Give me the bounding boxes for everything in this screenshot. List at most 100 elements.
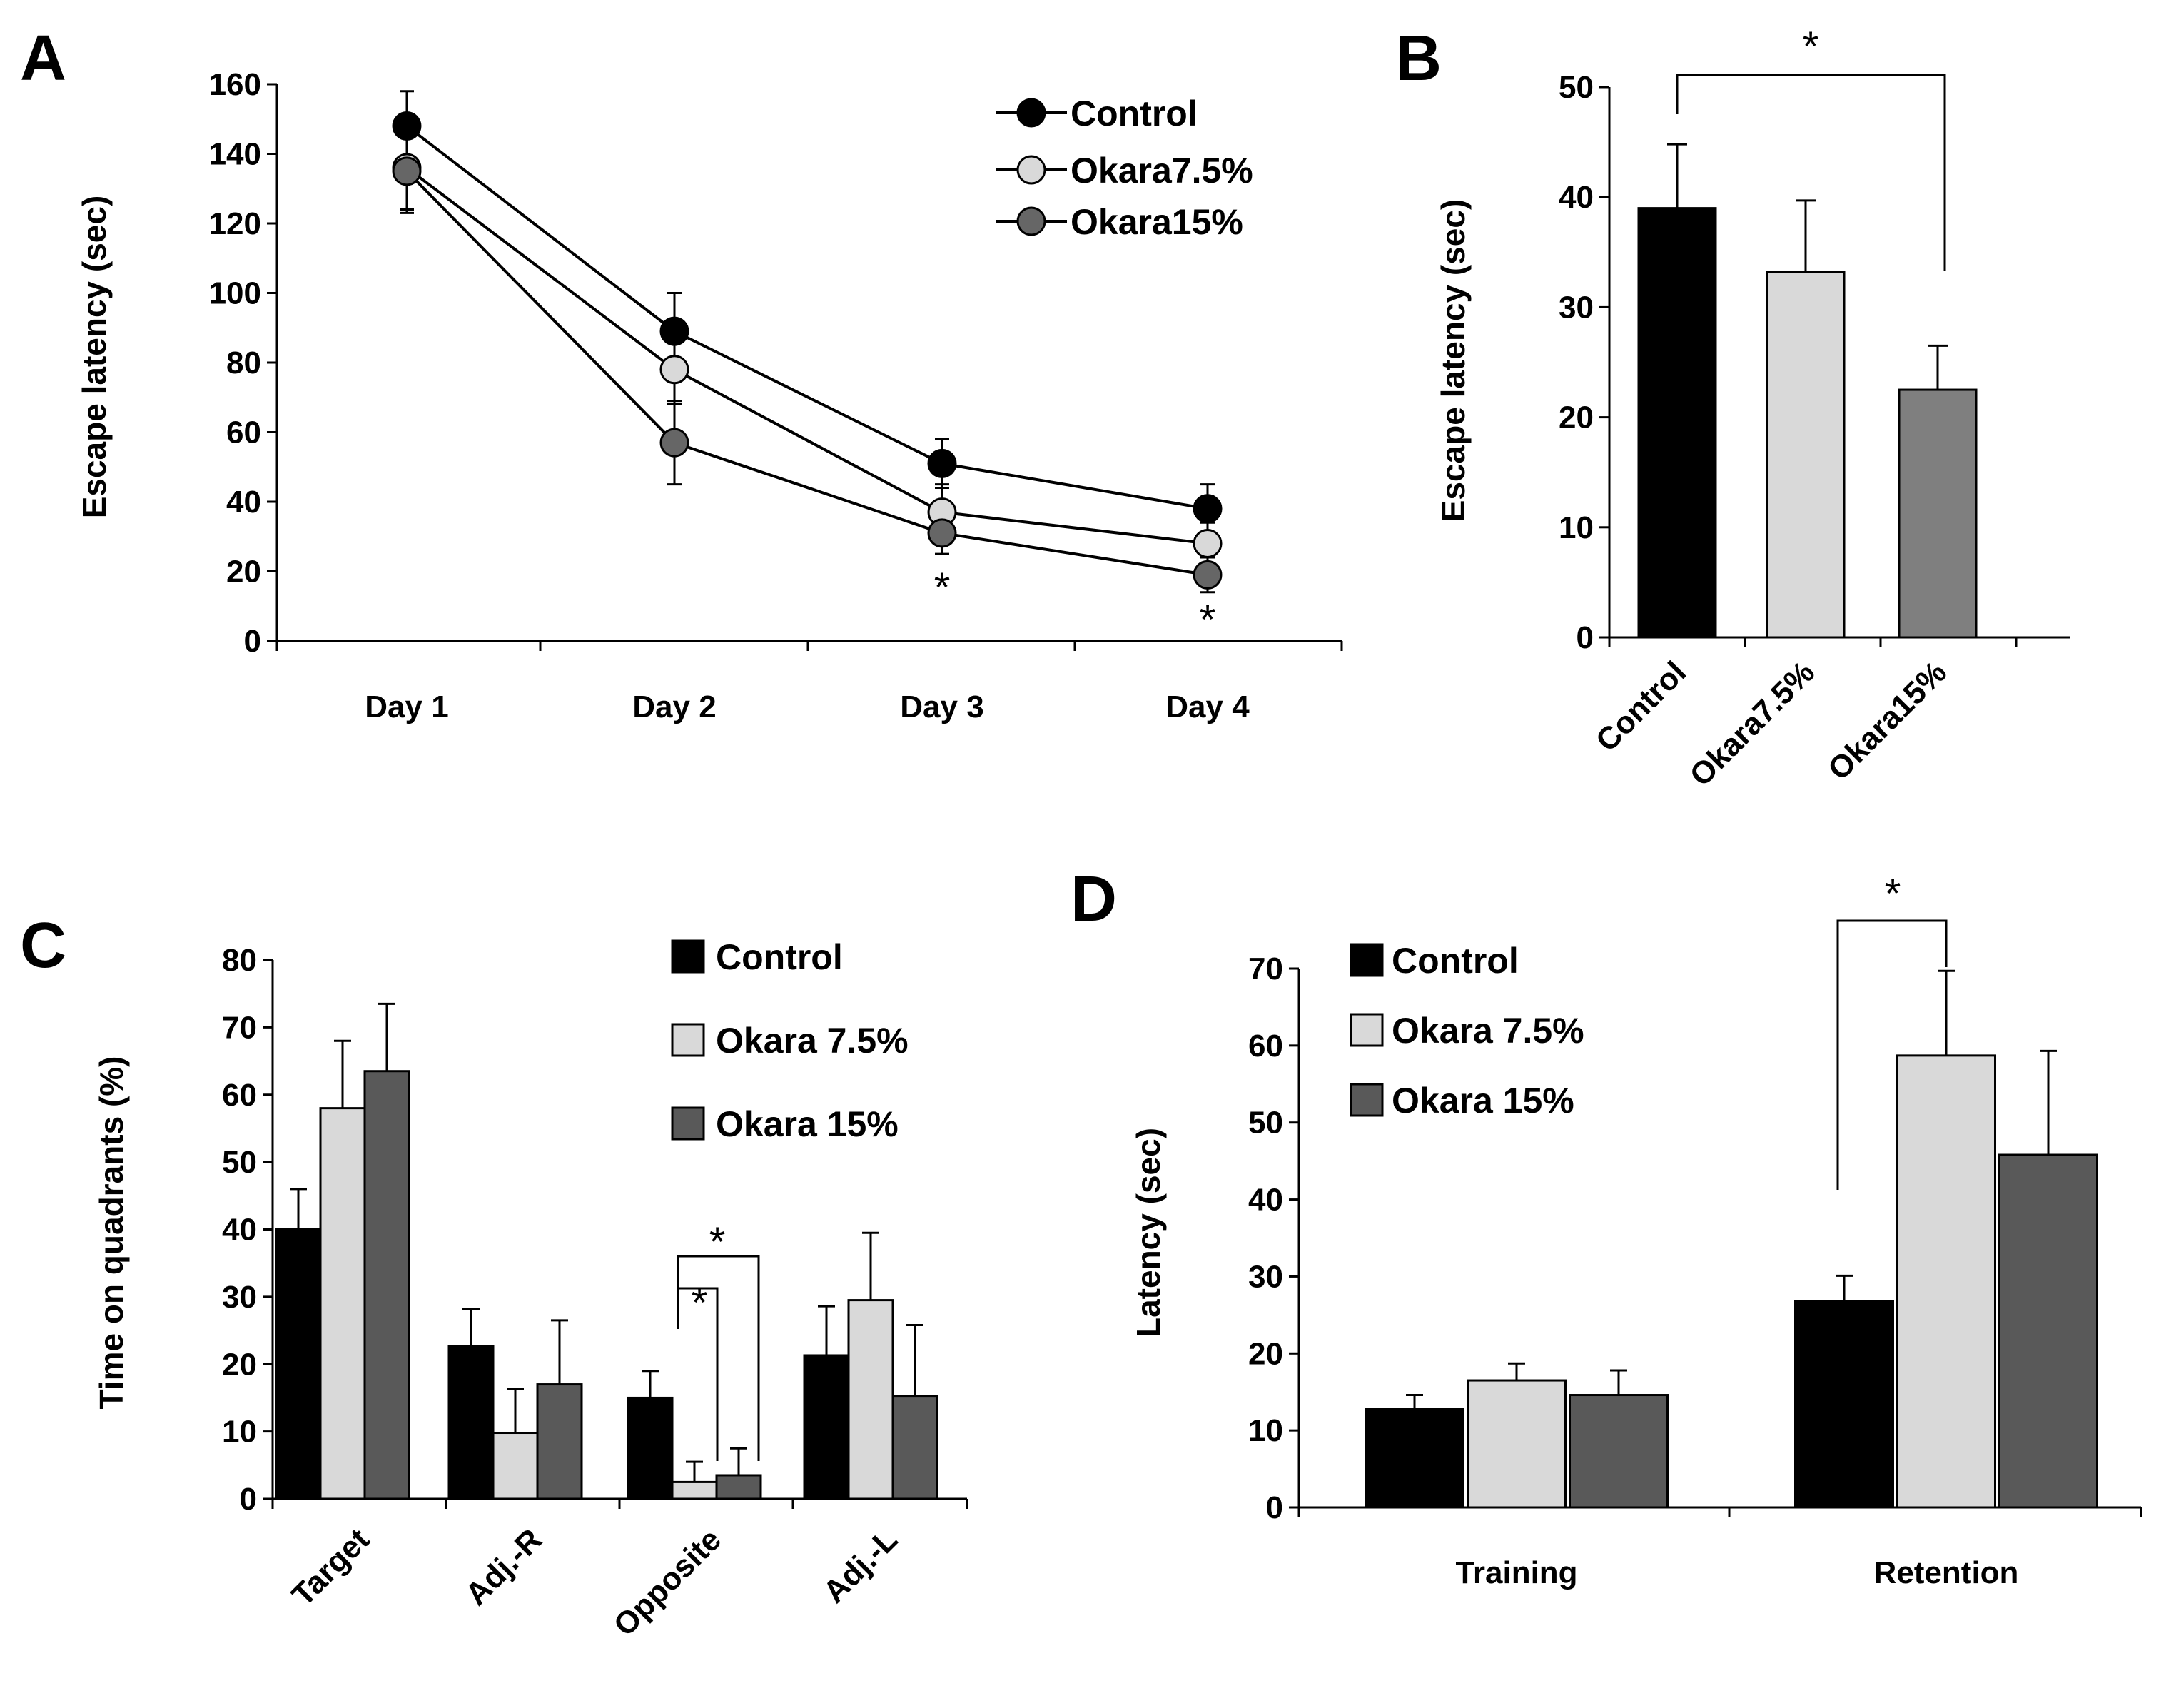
panel-a: A Escape latency (sec) 0 20 40 60 80 100 120 14… [20,23,1343,724]
panel-a-y-tick-label: 140 [209,137,261,172]
panel-c: C Time on quadrants (%) 0 10 20 30 40 50 60 70 8… [20,910,968,1643]
panel-a-significance-star: * [934,565,951,611]
panel-c-y-tick-label: 50 [222,1145,257,1180]
panel-d-y-tick-label: 40 [1248,1183,1283,1218]
panel-a-line-okara-7-5 [405,166,1208,545]
panel-b-y-tick-label: 50 [1559,70,1594,105]
panel-d-y-tick-label: 10 [1248,1413,1283,1448]
panel-a-legend-marker-okara-15 [1016,206,1046,236]
panel-d-legend-swatch-control [1350,943,1384,977]
panel-c-y-tick-label: 60 [222,1078,257,1113]
panel-d-y-tick-label: 50 [1248,1106,1283,1141]
panel-b-y-tick-label: 10 [1559,510,1594,545]
panel-a-y-tick-label: 20 [226,555,261,590]
panel-a-y-tick-label: 160 [209,67,261,102]
panel-c-bar-okara-7-5 [671,1480,718,1500]
panel-d-bar-control [1365,1408,1464,1509]
panel-c-y-tick-label: 0 [240,1482,257,1517]
panel-d-legend-label: Okara 15% [1392,1081,1574,1121]
panel-b-significance-star: * [1803,24,1819,70]
panel-a-point-okara-15 [659,428,689,458]
panel-c-y-tick-label: 30 [222,1280,257,1315]
panel-b-bar [1898,388,1978,639]
panel-c-legend-swatch-control [671,939,705,974]
panel-c-significance-star: * [692,1280,708,1326]
panel-c-bar-control [447,1345,495,1500]
panel-b-x-tick-label: Okara7.5% [1683,655,1821,793]
panel-d-y-tick-label: 0 [1266,1490,1283,1525]
panel-d-y-axis-label: Latency (sec) [1130,1128,1167,1338]
panel-c-y-tick-label: 20 [222,1347,257,1382]
panel-c-x-tick-label: Adj.-R [459,1522,549,1612]
panel-a-y-tick-label: 80 [226,345,261,380]
panel-c-bar-okara-7-5 [319,1107,366,1500]
panel-b-letter: B [1395,23,1442,94]
panel-a-significance-star: * [1200,597,1216,643]
panel-d-bar-okara-15 [1569,1394,1669,1509]
panel-a-point-control [392,111,422,141]
panel-b-y-tick-label: 30 [1559,290,1594,325]
panel-c-significance-bracket [677,1287,719,1461]
panel-b-significance-bracket [1676,74,1946,271]
panel-a-point-control [927,448,957,478]
panel-d-significance-bracket [1836,919,1948,1190]
panel-b-x-tick-label: Okara15% [1821,655,1953,787]
panel-a-point-control [1193,494,1223,524]
panel-a-y-tick-label: 0 [244,624,261,659]
panel-a-point-control [659,316,689,346]
panel-a-letter: A [20,23,66,94]
panel-b: B Escape latency (sec) 0 10 20 30 40 50 Contro… [1395,23,2070,793]
panel-a-y-tick-label: 100 [209,276,261,311]
panel-c-letter: C [20,910,66,981]
panel-d-significance-star: * [1885,871,1901,917]
panel-c-bar-okara-7-5 [847,1299,894,1500]
panel-d-x-tick-label: Retention [1874,1555,2019,1590]
panel-c-bar-okara-15 [715,1474,762,1500]
panel-a-y-tick-label: 60 [226,415,261,450]
panel-d-letter: D [1071,864,1117,935]
panel-c-legend-label: Okara 15% [716,1104,899,1144]
panel-a-legend-label: Control [1071,94,1198,133]
panel-c-bar-okara-15 [363,1070,410,1500]
panel-d-legend-swatch-okara-7-5 [1350,1013,1384,1047]
panel-a-line-control [405,124,1208,510]
panel-a-y-tick-label: 120 [209,206,261,241]
panel-c-y-tick-label: 40 [222,1213,257,1248]
panel-a-legend-marker-control [1016,98,1046,128]
panel-a-legend-label: Okara7.5% [1071,151,1253,191]
panel-c-y-axis-label: Time on quadrants (%) [93,1056,130,1410]
panel-a-legend-marker-okara-7-5 [1016,155,1046,185]
panel-c-y-tick-label: 80 [222,943,257,978]
panel-c-x-tick-label: Opposite [607,1522,728,1642]
panel-a-line-okara-15 [405,170,1208,577]
panel-c-y-tick-label: 70 [222,1010,257,1045]
panel-a-x-tick-label: Day 3 [900,689,983,724]
panel-c-significance-star: * [709,1219,726,1265]
panel-a-point-okara-7-5 [1193,529,1223,558]
panel-c-legend-swatch-okara-15 [671,1106,705,1141]
panel-d-legend-label: Okara 7.5% [1392,1011,1584,1051]
panel-c-legend-swatch-okara-7-5 [671,1023,705,1057]
panel-b-y-tick-label: 0 [1577,620,1594,655]
panel-d-bar-okara-7-5 [1896,1054,1996,1509]
panel-c-x-tick-label: Adj.-L [816,1522,904,1610]
panel-d-bar-okara-7-5 [1467,1379,1567,1509]
panel-a-y-axis-label: Escape latency (sec) [76,196,113,519]
panel-d-y-tick-label: 30 [1248,1259,1283,1294]
panel-d-x-tick-label: Training [1455,1555,1577,1590]
panel-d-bar-control [1794,1300,1894,1509]
panel-a-y-tick-label: 40 [226,485,261,520]
panel-c-legend-label: Okara 7.5% [716,1021,909,1061]
panel-a-legend-label: Okara15% [1071,202,1243,242]
panel-b-bar [1766,271,1846,639]
panel-d-y-tick-label: 70 [1248,951,1283,986]
panel-d-y-tick-label: 20 [1248,1336,1283,1371]
panel-a-x-tick-label: Day 1 [365,689,448,724]
panel-c-bar-okara-15 [536,1383,583,1500]
panel-c-bar-okara-15 [891,1395,938,1500]
panel-a-x-tick-label: Day 4 [1165,689,1250,724]
panel-a-point-okara-15 [392,156,422,186]
panel-d-legend-label: Control [1392,941,1519,981]
panel-d-legend-swatch-okara-15 [1350,1083,1384,1117]
